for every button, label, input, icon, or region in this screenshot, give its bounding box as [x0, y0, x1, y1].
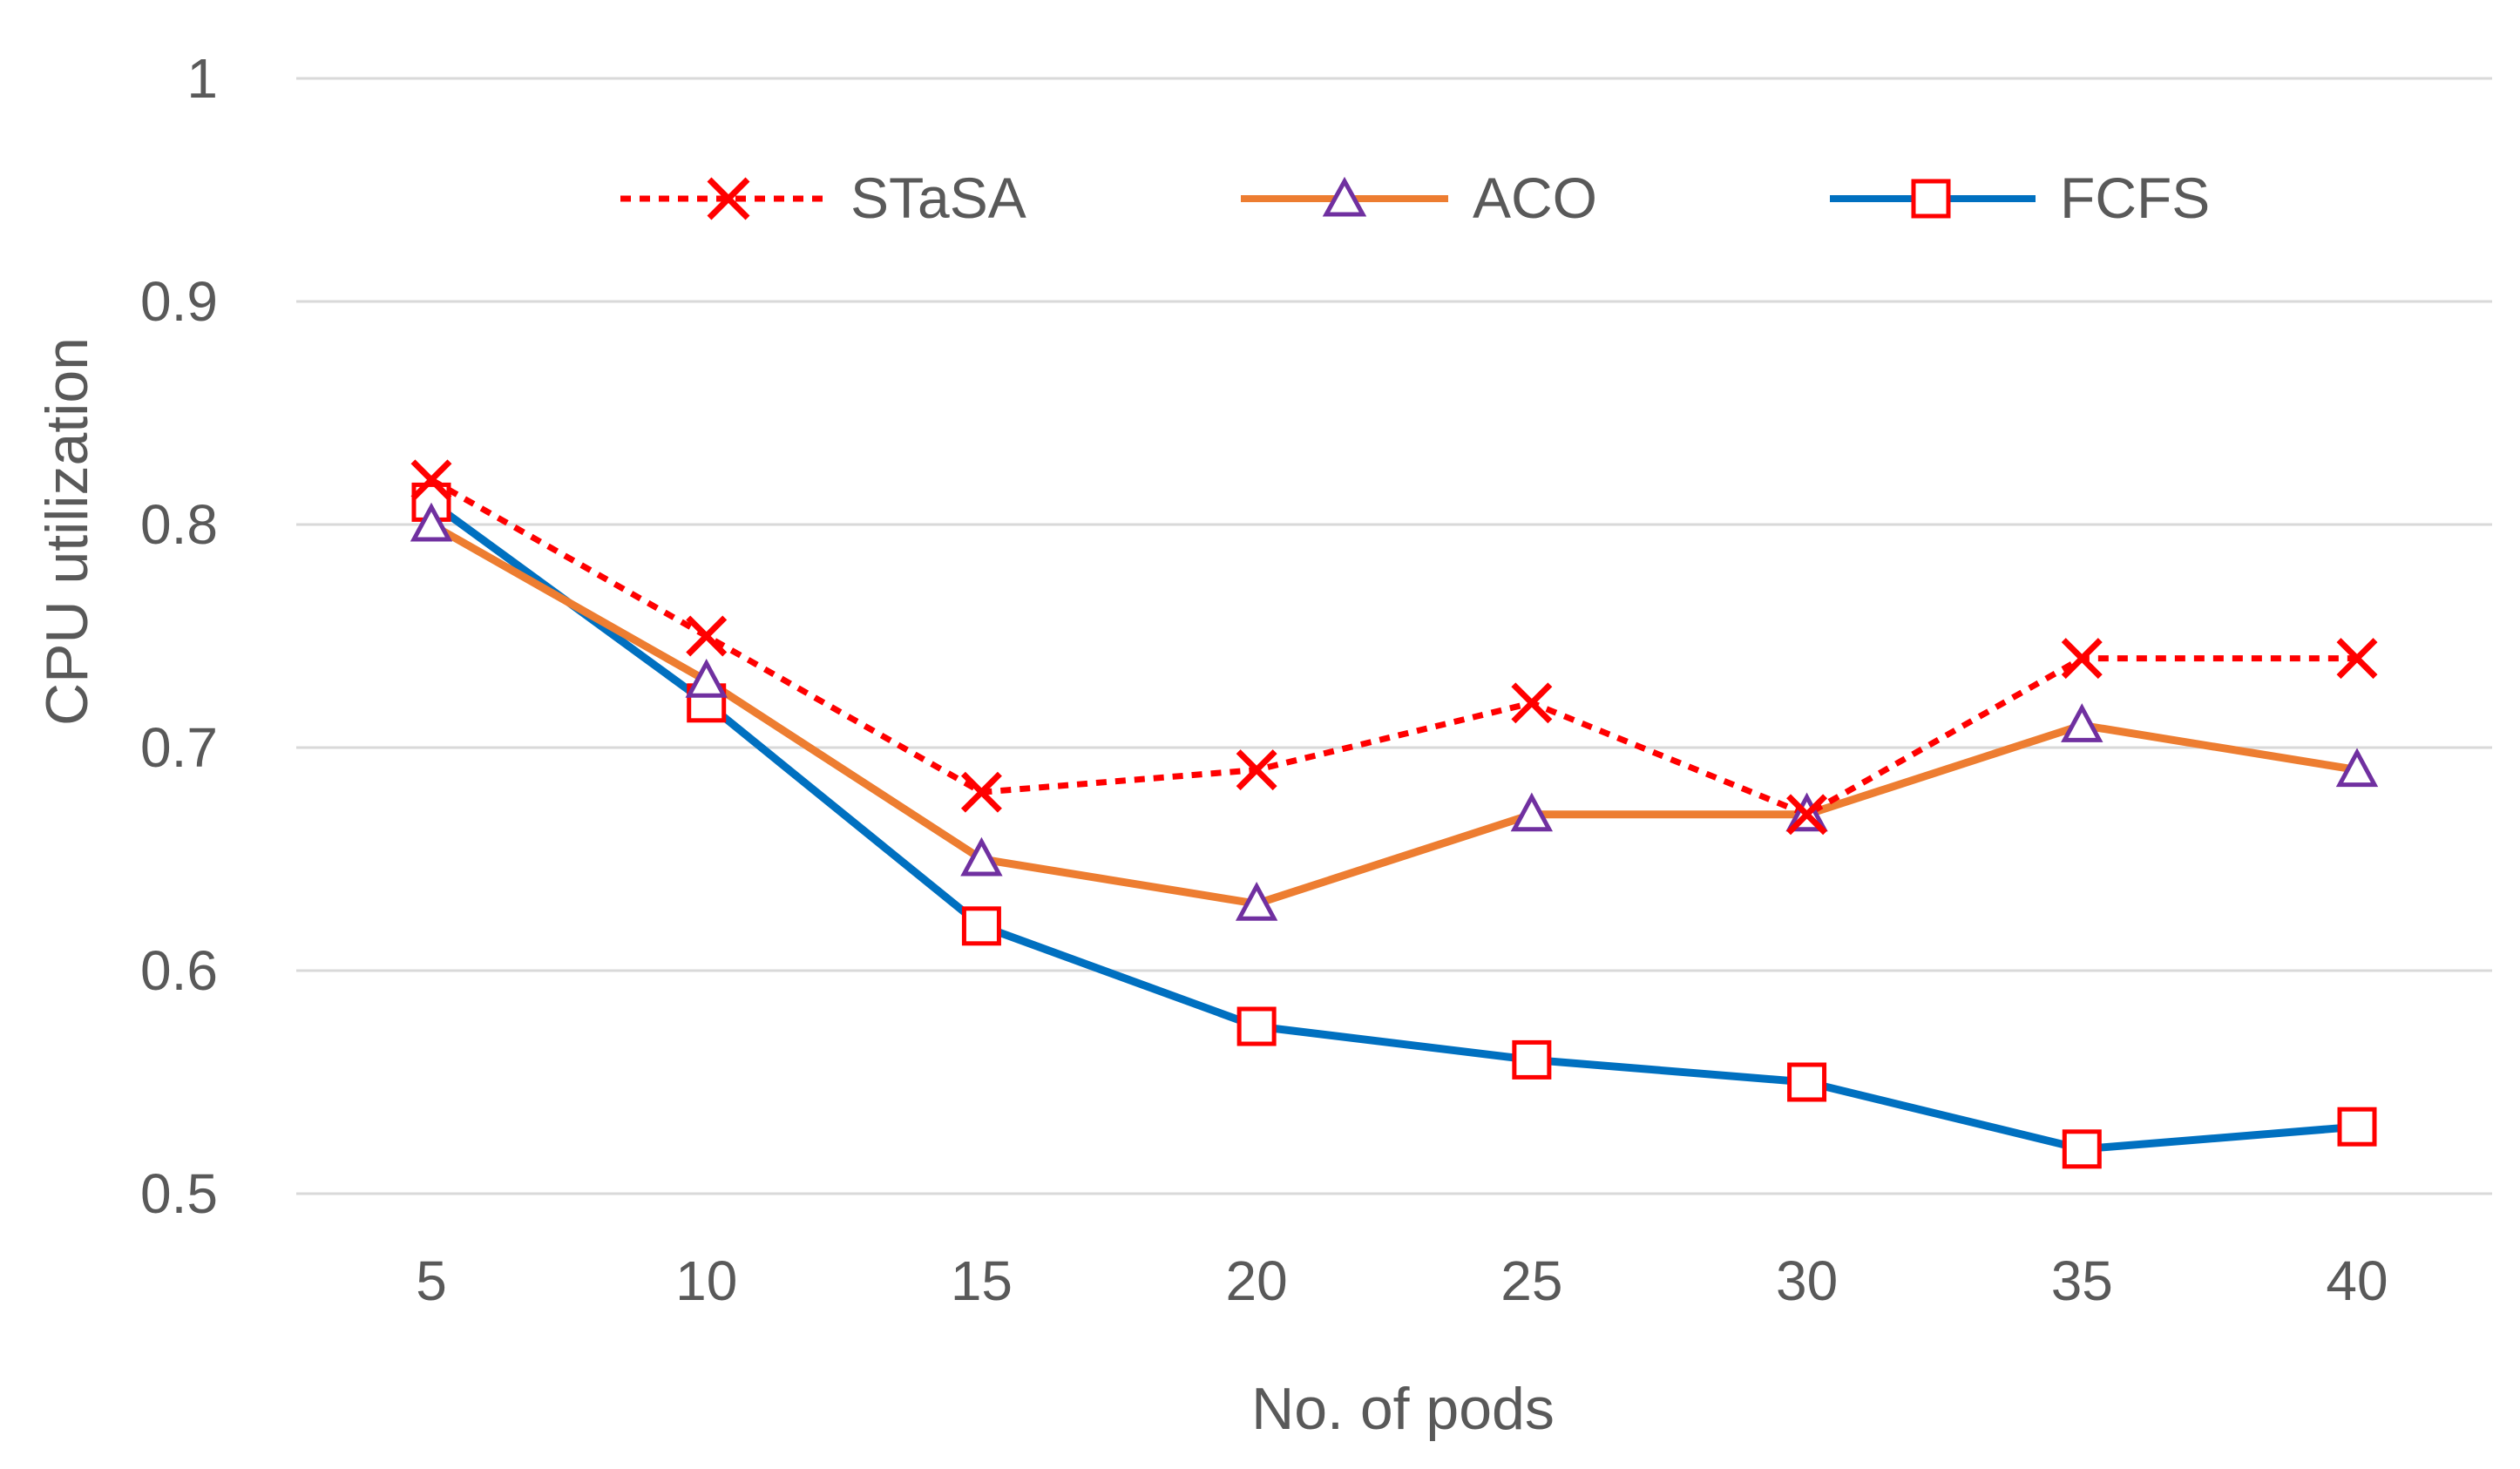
x-tick-label: 15: [951, 1249, 1013, 1312]
point-stasa: [1511, 682, 1553, 724]
point-stasa: [1786, 794, 1828, 836]
point-fcfs: [1236, 1006, 1277, 1046]
point-stasa: [960, 771, 1002, 813]
series: [429, 477, 2358, 1154]
y-tick-label: 1: [186, 47, 218, 110]
legend-label-stasa: STaSA: [850, 166, 1026, 230]
gridlines: [296, 77, 2492, 1195]
point-stasa: [410, 459, 452, 501]
point-stasa: [2061, 638, 2103, 680]
x-tick-label: 40: [2326, 1249, 2388, 1312]
point-aco: [960, 836, 1003, 877]
y-tick-label: 0.5: [140, 1162, 218, 1225]
x-tick-label: 10: [675, 1249, 737, 1312]
x-tick-labels: 5 10 15 20 25 30 35 40: [416, 1249, 2388, 1312]
point-stasa: [1236, 749, 1277, 791]
series-line-aco: [429, 521, 2358, 908]
point-stasa: [2336, 638, 2378, 680]
point-aco: [2335, 748, 2379, 788]
x-tick-label: 25: [1500, 1249, 1562, 1312]
y-tick-label: 0.6: [140, 939, 218, 1002]
point-aco: [410, 502, 453, 542]
point-fcfs: [2062, 1129, 2102, 1169]
legend-square-marker-icon: [1911, 179, 1951, 219]
point-stasa: [686, 615, 728, 657]
x-tick-label: 5: [416, 1249, 447, 1312]
x-tick-label: 30: [1776, 1249, 1838, 1312]
y-tick-label: 0.8: [140, 493, 218, 556]
legend-label-aco: ACO: [1473, 166, 1597, 230]
legend-item-aco: ACO: [1241, 166, 1597, 230]
point-fcfs: [2337, 1107, 2377, 1147]
y-tick-label: 0.7: [140, 716, 218, 779]
y-tick-label: 0.9: [140, 270, 218, 333]
point-aco: [1235, 881, 1278, 921]
point-fcfs: [1512, 1039, 1552, 1080]
legend-item-fcfs: FCFS: [1830, 166, 2210, 230]
legend: STaSA ACO FCFS: [620, 166, 2210, 230]
point-fcfs: [1787, 1062, 1827, 1102]
y-tick-labels: 0.5 0.6 0.7 0.8 0.9 1: [140, 47, 218, 1225]
point-aco: [685, 658, 728, 698]
x-tick-label: 35: [2051, 1249, 2113, 1312]
legend-triangle-marker-icon: [1322, 176, 1367, 217]
series-line-fcfs: [429, 498, 2358, 1154]
y-axis-title: CPU utilization: [34, 337, 100, 726]
point-fcfs: [961, 906, 1001, 946]
legend-label-fcfs: FCFS: [2060, 166, 2210, 230]
x-tick-label: 20: [1226, 1249, 1288, 1312]
series-line-stasa: [430, 477, 2357, 818]
point-aco: [1510, 792, 1554, 832]
legend-x-marker-icon: [707, 177, 750, 220]
point-aco: [2061, 703, 2103, 742]
legend-item-stasa: STaSA: [620, 166, 1026, 230]
markers: [410, 459, 2379, 1169]
x-axis-title: No. of pods: [1251, 1376, 1555, 1442]
